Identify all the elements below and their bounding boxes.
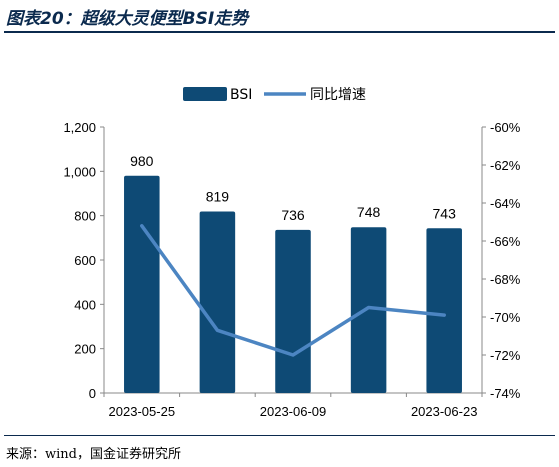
yoy-point bbox=[291, 353, 295, 357]
yoy-point bbox=[442, 313, 446, 317]
x-axis-tick-label: 2023-06-23 bbox=[411, 404, 478, 419]
yoy-point bbox=[215, 328, 219, 332]
right-axis-tick-label: -68% bbox=[490, 272, 521, 287]
x-axis-tick-label: 2023-05-25 bbox=[109, 404, 176, 419]
x-axis-tick-label: 2023-06-09 bbox=[260, 404, 327, 419]
bsi-bar bbox=[426, 228, 462, 393]
footer-divider bbox=[4, 435, 555, 436]
left-axis-tick-label: 800 bbox=[74, 209, 96, 224]
legend-yoy-label: 同比增速 bbox=[310, 87, 366, 103]
right-axis-tick-label: -72% bbox=[490, 348, 521, 363]
left-axis-tick-label: 1,000 bbox=[63, 164, 96, 179]
left-axis-tick-label: 200 bbox=[74, 342, 96, 357]
right-axis-tick-label: -62% bbox=[490, 158, 521, 173]
bsi-bar-label: 980 bbox=[130, 153, 154, 169]
title-divider bbox=[4, 31, 555, 33]
bsi-bar bbox=[124, 175, 160, 393]
bsi-bar-label: 743 bbox=[433, 205, 457, 221]
right-axis-tick-label: -70% bbox=[490, 310, 521, 325]
yoy-point bbox=[140, 224, 144, 228]
yoy-point bbox=[367, 306, 371, 309]
bsi-bar-label: 819 bbox=[206, 188, 230, 204]
legend-bsi-swatch bbox=[183, 87, 227, 101]
source-note: 来源：wind，国金证券研究所 bbox=[6, 447, 181, 462]
legend-bsi-label: BSI bbox=[230, 87, 252, 103]
figure-title: 图表20：超级大灵便型BSI走势 bbox=[6, 9, 249, 29]
bsi-bar-label: 736 bbox=[281, 207, 305, 223]
bsi-bar bbox=[275, 229, 311, 393]
left-axis-tick-label: 1,200 bbox=[63, 120, 96, 135]
right-axis-tick-label: -64% bbox=[490, 196, 521, 211]
chart-axes: 0 200 400 600 800 1,000 1,200 -74% -72% -70% -68% -… bbox=[63, 120, 520, 419]
left-axis-tick-label: 600 bbox=[74, 253, 96, 268]
left-axis-tick-label: 400 bbox=[74, 297, 96, 312]
bsi-bar bbox=[199, 211, 236, 393]
chart-legend: BSI 同比增速 bbox=[183, 87, 366, 103]
bar-data-labels: 980 819 736 748 743 bbox=[130, 153, 456, 223]
yoy-line bbox=[140, 224, 446, 357]
right-axis-tick-label: -60% bbox=[490, 120, 521, 135]
right-axis-tick-label: -74% bbox=[490, 386, 521, 401]
right-axis-tick-label: -66% bbox=[490, 234, 521, 249]
bsi-bar-label: 748 bbox=[357, 204, 381, 220]
left-axis-tick-label: 0 bbox=[89, 386, 96, 401]
bsi-bar bbox=[350, 227, 387, 393]
